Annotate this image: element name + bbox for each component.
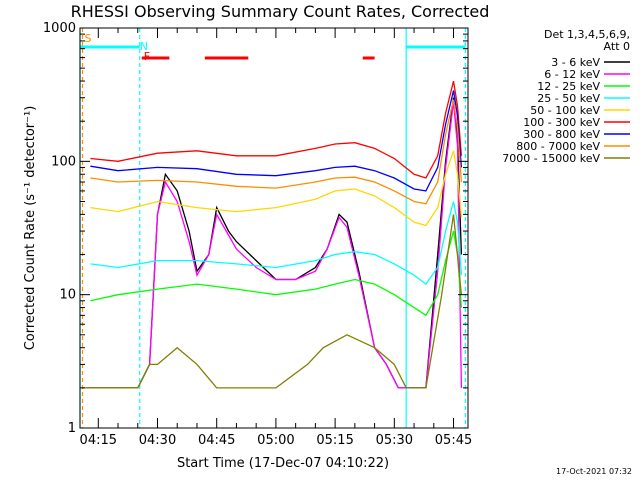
legend-label-8: 7000 - 15000 keV	[502, 152, 600, 165]
series-line-8	[82, 214, 463, 389]
legend-label-2: 12 - 25 keV	[537, 80, 600, 93]
x-tick-label: 05:45	[435, 433, 472, 448]
y-tick-label: 10	[59, 288, 76, 303]
series-line-3	[90, 201, 463, 286]
legend-label-6: 300 - 800 keV	[523, 128, 600, 141]
x-tick-label: 05:15	[316, 433, 353, 448]
legend-label-7: 800 - 7000 keV	[516, 140, 600, 153]
x-tick-label: 04:30	[139, 433, 176, 448]
x-tick-label: 05:00	[257, 433, 294, 448]
series-line-1	[148, 101, 463, 389]
legend-label-5: 100 - 300 keV	[523, 116, 600, 129]
footer-date: 17-Oct-2021 07:32	[556, 467, 632, 476]
legend-header-detectors: Det 1,3,4,5,6,9,	[544, 28, 630, 41]
legend-label-1: 6 - 12 keV	[544, 68, 600, 81]
x-tick-label: 04:15	[80, 433, 117, 448]
series-line-4	[90, 150, 463, 227]
annotation-s: S	[84, 32, 91, 45]
legend-header-attenuator: Att 0	[604, 40, 630, 53]
x-axis-label: Start Time (17-Dec-07 04:10:22)	[177, 456, 389, 471]
chart-title: RHESSI Observing Summary Count Rates, Co…	[71, 2, 490, 21]
legend-label-0: 3 - 6 keV	[551, 56, 600, 69]
y-axis-label: Corrected Count Rate (s⁻¹ detector⁻¹)	[23, 106, 38, 351]
legend-label-4: 50 - 100 keV	[530, 104, 600, 117]
series-line-5	[90, 80, 463, 179]
x-tick-label: 04:45	[198, 433, 235, 448]
series-line-0	[86, 97, 463, 389]
series-line-7	[90, 99, 463, 205]
plot-frame	[79, 27, 469, 429]
y-tick-label: 100	[51, 154, 76, 169]
x-tick-label: 05:30	[376, 433, 413, 448]
y-tick-label: 1	[68, 421, 76, 436]
legend-label-3: 25 - 50 keV	[537, 92, 600, 105]
series-line-6	[90, 90, 463, 192]
annotation-n: N	[140, 40, 148, 53]
annotation-f: F	[144, 50, 150, 63]
y-tick-label: 1000	[43, 21, 76, 36]
